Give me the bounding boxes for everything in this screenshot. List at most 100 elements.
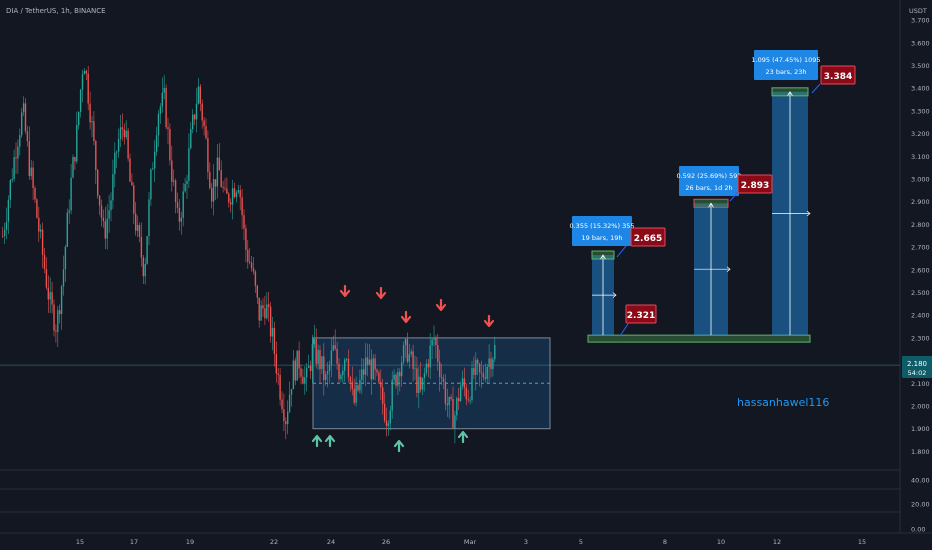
candle-body <box>154 151 156 169</box>
candle-body <box>106 218 108 239</box>
support-arrow-up <box>324 434 336 448</box>
candle-body <box>492 359 494 370</box>
candle-body <box>36 199 38 218</box>
candle-body <box>262 305 264 309</box>
candle-body <box>114 152 116 175</box>
candle-body <box>112 174 114 201</box>
candle-body <box>309 365 312 371</box>
candle-body <box>404 339 407 346</box>
base-price-text: 2.321 <box>627 311 655 321</box>
price-tick-label: 2.700 <box>911 244 930 252</box>
chart-background <box>0 0 900 533</box>
candle-body <box>294 360 296 381</box>
candle-body <box>220 170 222 187</box>
candle-body <box>446 403 448 406</box>
candle-body <box>97 169 99 196</box>
target-3-duration: 23 bars, 23h <box>765 68 806 76</box>
candle-body <box>444 381 447 404</box>
candle-body <box>178 207 181 222</box>
candle-body <box>345 358 348 360</box>
candle-body <box>68 210 70 213</box>
candle-body <box>64 246 67 270</box>
date-tick-label: 24 <box>327 538 335 546</box>
candle-body <box>273 327 276 355</box>
candle-body <box>463 378 466 388</box>
candle-body <box>7 199 10 222</box>
candle-body <box>245 228 247 250</box>
candle-body <box>184 184 186 192</box>
target-1-annotation: 0.355 (15.32%) 355 19 bars, 19h 2.665 <box>569 216 666 258</box>
price-countdown-label: 54:02 <box>908 369 927 377</box>
candle-body <box>342 370 344 376</box>
candle-body <box>13 157 15 179</box>
price-tick-label: 3.500 <box>911 62 930 70</box>
candle-body <box>494 344 496 360</box>
candle-body <box>157 113 160 136</box>
candle-body <box>454 415 456 429</box>
candle-body <box>237 190 239 193</box>
candle-body <box>271 327 274 337</box>
candle-body <box>361 369 363 380</box>
candle-body <box>209 172 211 189</box>
target-2-stats: 0.592 (25.69%) 592 <box>676 172 741 180</box>
candle-body <box>304 377 306 384</box>
price-scale-panel[interactable] <box>900 0 932 550</box>
candle-body <box>117 139 120 152</box>
resistance-arrow-down <box>375 286 387 300</box>
candle-body <box>421 377 424 390</box>
candle-body <box>456 398 458 416</box>
price-tick-label: 3.000 <box>911 176 930 184</box>
candle-body <box>116 151 118 153</box>
candle-body <box>458 398 460 402</box>
candle-body <box>315 339 317 364</box>
candle-body <box>252 268 255 272</box>
candle-body <box>311 344 314 371</box>
candle-body <box>450 396 452 399</box>
candle-body <box>486 366 488 379</box>
candle-body <box>72 157 74 178</box>
candle-body <box>370 359 372 380</box>
candle-body <box>38 217 40 232</box>
price-tick-label: 3.200 <box>911 130 930 138</box>
candle-body <box>385 420 388 426</box>
volume-tick-label: 20.00 <box>911 501 930 509</box>
projection-arrowhead <box>787 91 793 97</box>
candle-body <box>163 87 165 93</box>
candle-body <box>224 187 226 189</box>
support-arrow-up <box>393 439 405 453</box>
date-tick-label: 17 <box>130 538 138 546</box>
candle-body <box>207 138 209 173</box>
date-tick-label: 19 <box>186 538 194 546</box>
candle-body <box>110 200 112 211</box>
candle-body <box>376 369 378 373</box>
candle-body <box>363 369 365 375</box>
candle-body <box>467 399 469 401</box>
candle-body <box>437 345 439 363</box>
candle-body <box>231 188 234 205</box>
candle-body <box>382 387 384 404</box>
date-tick-label: 5 <box>579 538 583 546</box>
candle-body <box>119 127 122 140</box>
candle-body <box>165 87 167 128</box>
candle-body <box>359 379 361 391</box>
author-watermark: hassanhawel116 <box>737 396 829 409</box>
candle-body <box>490 358 492 370</box>
candle-body <box>402 345 405 363</box>
symbol-label: DIA / TetherUS, 1h, BINANCE <box>6 7 106 15</box>
candle-body <box>108 210 110 219</box>
candle-body <box>197 86 200 104</box>
candle-body <box>241 197 243 216</box>
candle-body <box>76 125 78 162</box>
candle-body <box>389 410 391 424</box>
candle-body <box>93 121 95 142</box>
candle-body <box>374 358 376 370</box>
candle-body <box>222 186 224 188</box>
candle-body <box>167 127 169 129</box>
current-price-tag: 2.180 54:02 <box>902 356 932 378</box>
candle-body <box>355 385 357 403</box>
candle-body <box>439 362 441 377</box>
candle-body <box>406 339 409 362</box>
candle-body <box>473 368 475 375</box>
